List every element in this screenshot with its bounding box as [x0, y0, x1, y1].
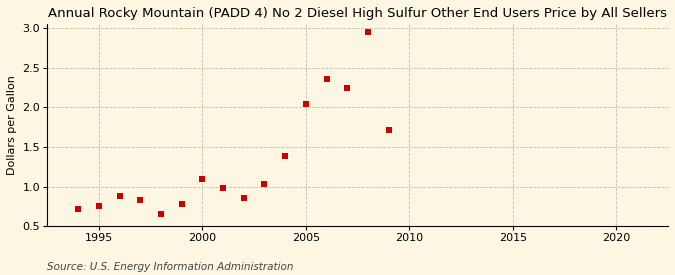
- Point: [321, 77, 332, 82]
- Point: [197, 177, 208, 181]
- Point: [238, 196, 249, 200]
- Point: [218, 186, 229, 191]
- Point: [156, 212, 167, 217]
- Point: [383, 128, 394, 133]
- Point: [114, 194, 125, 198]
- Point: [342, 86, 352, 90]
- Point: [280, 153, 291, 158]
- Point: [176, 202, 187, 206]
- Title: Annual Rocky Mountain (PADD 4) No 2 Diesel High Sulfur Other End Users Price by : Annual Rocky Mountain (PADD 4) No 2 Dies…: [48, 7, 667, 20]
- Y-axis label: Dollars per Gallon: Dollars per Gallon: [7, 75, 17, 175]
- Point: [73, 207, 84, 211]
- Text: Source: U.S. Energy Information Administration: Source: U.S. Energy Information Administ…: [47, 262, 294, 272]
- Point: [362, 30, 373, 34]
- Point: [259, 182, 270, 186]
- Point: [135, 198, 146, 202]
- Point: [94, 204, 105, 208]
- Point: [300, 102, 311, 106]
